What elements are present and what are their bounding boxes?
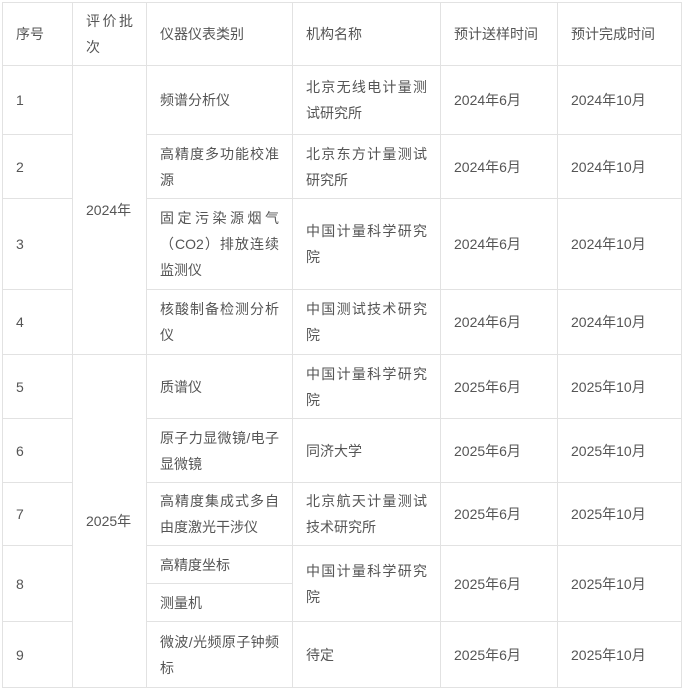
cell-done: 2025年10月: [557, 482, 682, 546]
table-row: 1 2024年 频谱分析仪 北京无线电计量测试研究所 2024年6月 2024年…: [2, 65, 682, 355]
cell-org: 北京航天计量测试技术研究所: [292, 482, 441, 546]
cell-done: 2025年10月: [557, 621, 682, 688]
header-row: 序号 评价批次 仪器仪表类别 机构名称 预计送样时间 预计完成时间: [2, 2, 682, 66]
table-row: 2 高精度多功能校准源 北京东方计量测试研究所 2024年6月 2024年10月: [2, 134, 682, 199]
column-header-batch: 评价批次: [72, 2, 147, 66]
cell-no: 7: [2, 482, 73, 546]
cell-batch-2024: 2024年: [72, 65, 147, 355]
table-row: 6 原子力显微镜/电子显微镜 同济大学 2025年6月 2025年10月: [2, 418, 682, 483]
table-row: 9 微波/光频原子钟频标 待定 2025年6月 2025年10月: [2, 621, 682, 688]
cell-org: 中国计量科学研究院: [292, 545, 441, 622]
cell-done: 2025年10月: [557, 354, 682, 419]
cell-org: 中国计量科学研究院: [292, 198, 441, 290]
cell-send: 2024年6月: [440, 134, 558, 199]
schedule-table: 序号 评价批次 仪器仪表类别 机构名称 预计送样时间 预计完成时间 1 2024…: [2, 2, 682, 688]
cell-done: 2025年10月: [557, 545, 682, 622]
cell-no: 2: [2, 134, 73, 199]
column-header-send: 预计送样时间: [440, 2, 558, 66]
cell-org: 待定: [292, 621, 441, 688]
cell-no: 4: [2, 289, 73, 355]
cell-category: 固定污染源烟气（CO2）排放连续监测仪: [146, 198, 293, 290]
column-header-category: 仪器仪表类别: [146, 2, 293, 66]
cell-no: 3: [2, 198, 73, 290]
cell-org: 北京无线电计量测试研究所: [292, 65, 441, 135]
cell-send: 2025年6月: [440, 418, 558, 483]
cell-send: 2025年6月: [440, 354, 558, 419]
cell-no: 5: [2, 354, 73, 419]
cell-no: 8: [2, 545, 73, 622]
cell-category: 原子力显微镜/电子显微镜: [146, 418, 293, 483]
column-header-done: 预计完成时间: [557, 2, 682, 66]
cell-send: 2024年6月: [440, 198, 558, 290]
cell-category: 高精度集成式多自由度激光干涉仪: [146, 482, 293, 546]
cell-org: 北京东方计量测试研究所: [292, 134, 441, 199]
cell-org: 中国测试技术研究院: [292, 289, 441, 355]
column-header-org: 机构名称: [292, 2, 441, 66]
cell-done: 2024年10月: [557, 198, 682, 290]
cell-send: 2025年6月: [440, 482, 558, 546]
cell-category: 频谱分析仪: [146, 65, 293, 135]
cell-no: 9: [2, 621, 73, 688]
cell-send: 2025年6月: [440, 621, 558, 688]
cell-send: 2024年6月: [440, 289, 558, 355]
cell-org: 中国计量科学研究院: [292, 354, 441, 419]
table-row: 8 高精度坐标 中国计量科学研究院 2025年6月 2025年10月: [2, 545, 682, 622]
cell-send: 2025年6月: [440, 545, 558, 622]
cell-category: 核酸制备检测分析仪: [146, 289, 293, 355]
table-row: 7 高精度集成式多自由度激光干涉仪 北京航天计量测试技术研究所 2025年6月 …: [2, 482, 682, 546]
column-header-no: 序号: [2, 2, 73, 66]
table-row: 测量机: [3, 583, 682, 622]
cell-no: 1: [2, 65, 73, 135]
cell-category-top: 高精度坐标: [146, 545, 293, 584]
cell-category: 微波/光频原子钟频标: [146, 621, 293, 688]
cell-org: 同济大学: [292, 418, 441, 483]
cell-done: 2024年10月: [557, 65, 682, 135]
cell-done: 2024年10月: [557, 289, 682, 355]
cell-category: 质谱仪: [146, 354, 293, 419]
table-row: 3 固定污染源烟气（CO2）排放连续监测仪 中国计量科学研究院 2024年6月 …: [2, 198, 682, 290]
cell-done: 2025年10月: [557, 418, 682, 483]
cell-no: 6: [2, 418, 73, 483]
cell-category: 高精度多功能校准源: [146, 134, 293, 199]
cell-category-bottom: 测量机: [146, 583, 293, 622]
table-row: 4 核酸制备检测分析仪 中国测试技术研究院 2024年6月 2024年10月: [2, 289, 682, 355]
cell-batch-2025: 2025年: [72, 354, 147, 688]
cell-done: 2024年10月: [557, 134, 682, 199]
cell-send: 2024年6月: [440, 65, 558, 135]
table-row: 5 2025年 质谱仪 中国计量科学研究院 2025年6月 2025年10月: [2, 354, 682, 688]
